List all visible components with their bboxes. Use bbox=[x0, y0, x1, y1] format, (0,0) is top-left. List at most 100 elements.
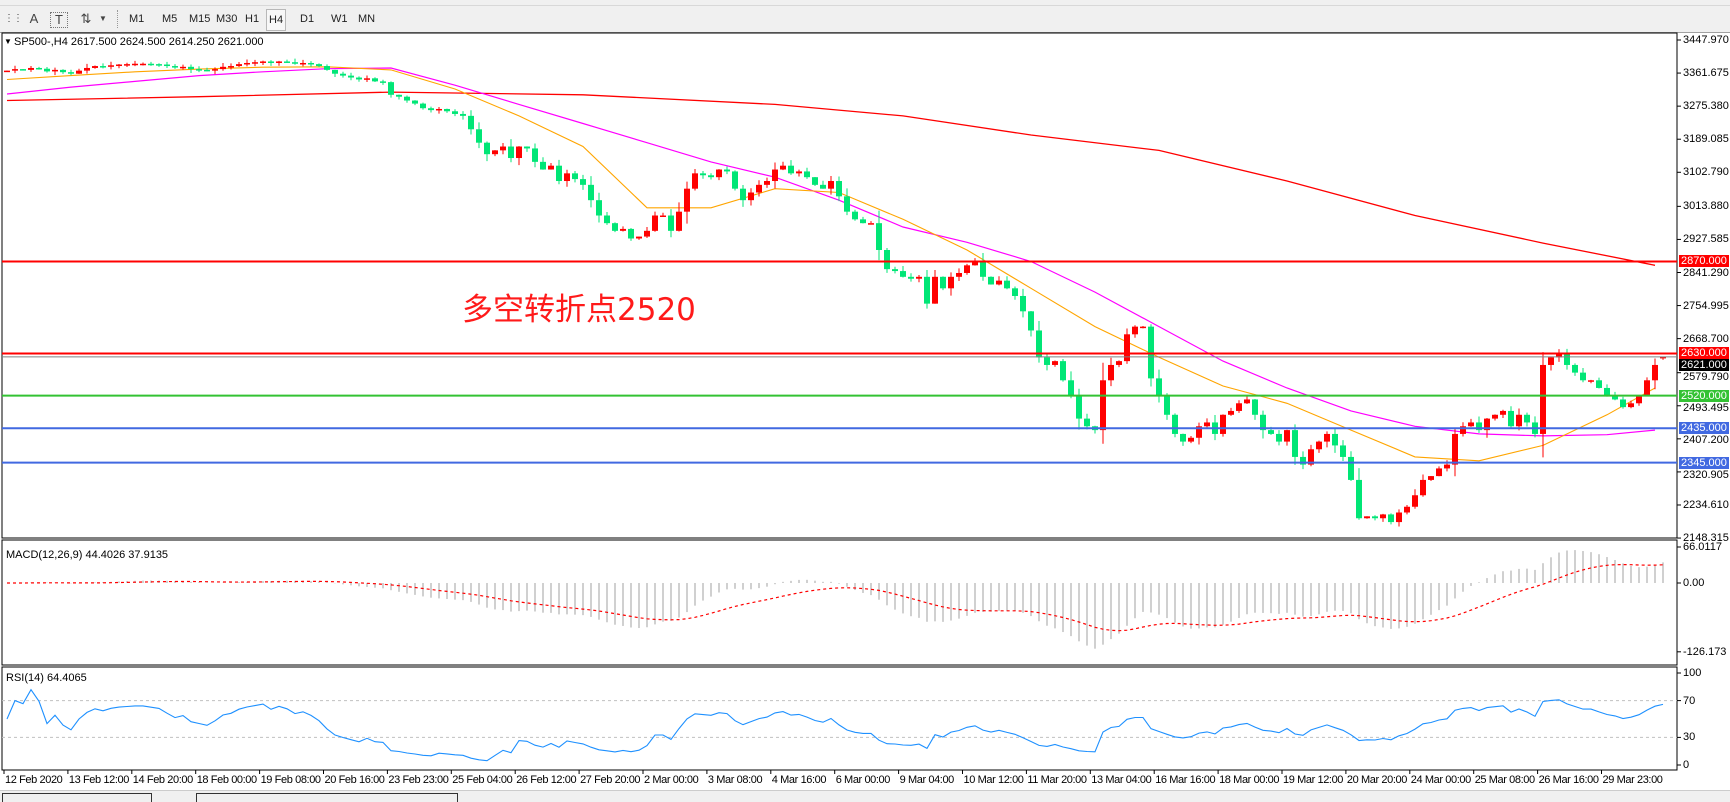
candle-body bbox=[860, 219, 866, 224]
candle-body bbox=[484, 142, 490, 155]
candle-body bbox=[420, 103, 426, 109]
chart-window[interactable] bbox=[0, 33, 1730, 790]
candle-body bbox=[1428, 476, 1434, 480]
timeframe-h1-button[interactable]: H1 bbox=[245, 13, 260, 25]
candle-body bbox=[156, 64, 162, 66]
candle-body bbox=[564, 173, 570, 182]
candle-body bbox=[36, 67, 42, 70]
candle-body bbox=[1596, 380, 1602, 388]
arrows-icon[interactable]: ⇅ bbox=[80, 11, 92, 26]
candle-body bbox=[436, 108, 442, 111]
timeframe-m15-button[interactable]: M15 bbox=[189, 13, 211, 25]
candle-body bbox=[812, 177, 818, 185]
candle-body bbox=[1372, 516, 1378, 519]
macd-label: MACD(12,26,9) 44.4026 37.9135 bbox=[6, 549, 169, 561]
candle-body bbox=[876, 223, 882, 250]
level-label-2870: 2870.000 bbox=[1679, 255, 1729, 267]
candle-body bbox=[924, 276, 930, 304]
text-a-icon[interactable]: A bbox=[29, 11, 39, 26]
candle-body bbox=[1516, 414, 1522, 427]
date-axis-label: 26 Feb 12:00 bbox=[516, 774, 577, 786]
grid-icon[interactable]: ⋮⋮ bbox=[4, 13, 23, 24]
candle-body bbox=[724, 169, 730, 172]
ma-mid-line bbox=[6, 67, 1656, 437]
candle-body bbox=[52, 69, 58, 72]
candle-body bbox=[620, 228, 626, 231]
date-axis-label: 14 Feb 20:00 bbox=[132, 774, 193, 786]
candle-body bbox=[1588, 380, 1594, 382]
macd-signal-line bbox=[7, 563, 1664, 632]
candle-body bbox=[172, 66, 178, 68]
candle-body bbox=[1108, 364, 1114, 381]
candle-body bbox=[268, 61, 274, 63]
date-axis-label: 13 Feb 12:00 bbox=[68, 774, 129, 786]
candle-body bbox=[908, 276, 914, 279]
timeframe-h4-button[interactable]: H4 bbox=[266, 9, 287, 31]
candle-body bbox=[1524, 414, 1530, 423]
candle-body bbox=[716, 169, 722, 178]
price-axis-label: 2148.315 bbox=[1683, 532, 1729, 544]
candle-body bbox=[532, 148, 538, 162]
candle-body bbox=[332, 69, 338, 74]
candle-body bbox=[804, 171, 810, 178]
candle-body bbox=[324, 66, 330, 70]
candle-body bbox=[76, 70, 82, 74]
candle-body bbox=[212, 69, 218, 71]
candle-body bbox=[884, 249, 890, 270]
date-axis-label: 20 Feb 16:00 bbox=[324, 774, 385, 786]
candle-body bbox=[1132, 326, 1138, 335]
candle-body bbox=[580, 179, 586, 185]
candle-body bbox=[1260, 414, 1266, 431]
ma-fast-line bbox=[6, 66, 1656, 462]
timeframe-m5-button[interactable]: M5 bbox=[162, 13, 178, 25]
collapse-arrow-icon[interactable]: ▼ bbox=[4, 37, 12, 46]
candle-body bbox=[820, 184, 826, 189]
dropdown-icon[interactable]: ▼ bbox=[99, 14, 107, 23]
annotation-text[interactable]: 多空转折点2520 bbox=[462, 292, 696, 328]
candle-body bbox=[1316, 441, 1322, 450]
candle-body bbox=[836, 181, 842, 197]
date-axis-label: 6 Mar 00:00 bbox=[835, 774, 891, 786]
date-axis-label: 20 Mar 20:00 bbox=[1346, 774, 1407, 786]
macd-axis-label: -126.173 bbox=[1683, 646, 1727, 658]
date-axis-label: 29 Mar 23:00 bbox=[1602, 774, 1663, 786]
candle-body bbox=[20, 69, 26, 71]
candle-body bbox=[972, 261, 978, 266]
candle-body bbox=[572, 173, 578, 180]
candle-body bbox=[1628, 403, 1634, 408]
candle-body bbox=[1500, 410, 1506, 415]
timeframe-m30-button[interactable]: M30 bbox=[216, 13, 238, 25]
candle-body bbox=[1412, 495, 1418, 507]
candle-body bbox=[596, 200, 602, 216]
timeframe-w1-button[interactable]: W1 bbox=[331, 13, 348, 25]
date-axis-label: 18 Mar 00:00 bbox=[1219, 774, 1280, 786]
candle-body bbox=[1460, 426, 1466, 434]
candle-body bbox=[100, 66, 106, 68]
candle-body bbox=[780, 165, 786, 170]
candle-body bbox=[1020, 295, 1026, 312]
level-label-2435: 2435.000 bbox=[1679, 422, 1729, 434]
candle-body bbox=[372, 78, 378, 82]
candle-body bbox=[124, 64, 130, 66]
candle-body bbox=[228, 66, 234, 68]
candle-body bbox=[980, 261, 986, 277]
candle-body bbox=[1420, 479, 1426, 496]
price-axis-label: 2841.290 bbox=[1683, 267, 1729, 279]
text-label-icon[interactable]: T bbox=[50, 12, 68, 28]
level-label-2345: 2345.000 bbox=[1679, 457, 1729, 469]
menu-strip bbox=[0, 0, 1730, 6]
timeframe-d1-button[interactable]: D1 bbox=[300, 13, 315, 25]
candle-body bbox=[1332, 433, 1338, 446]
candle-body bbox=[1612, 395, 1618, 400]
timeframe-mn-button[interactable]: MN bbox=[358, 13, 376, 25]
candle-body bbox=[108, 65, 114, 67]
candle-body bbox=[1468, 422, 1474, 427]
candle-body bbox=[844, 196, 850, 212]
candle-body bbox=[1476, 422, 1482, 431]
date-axis-label: 4 Mar 16:00 bbox=[771, 774, 827, 786]
timeframe-m1-button[interactable]: M1 bbox=[129, 13, 145, 25]
rsi-label: RSI(14) 64.4065 bbox=[6, 672, 87, 684]
candle-body bbox=[356, 77, 362, 80]
rsi-axis-label: 30 bbox=[1683, 731, 1696, 743]
